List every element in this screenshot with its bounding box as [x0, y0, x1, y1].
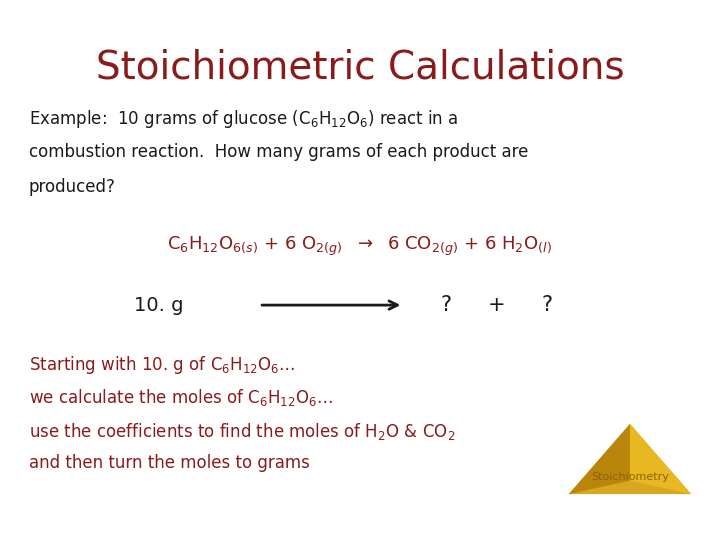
- Text: use the coefficients to find the moles of H$_2$O & CO$_2$: use the coefficients to find the moles o…: [29, 421, 455, 442]
- Text: we calculate the moles of C$_6$H$_{12}$O$_6$…: we calculate the moles of C$_6$H$_{12}$O…: [29, 387, 333, 408]
- Polygon shape: [630, 424, 691, 494]
- Text: ?: ?: [441, 295, 452, 315]
- Polygon shape: [569, 424, 630, 494]
- Text: Example:  10 grams of glucose (C$_6$H$_{12}$O$_6$) react in a: Example: 10 grams of glucose (C$_6$H$_{1…: [29, 108, 458, 130]
- Polygon shape: [569, 424, 691, 494]
- Text: combustion reaction.  How many grams of each product are: combustion reaction. How many grams of e…: [29, 143, 528, 161]
- Text: produced?: produced?: [29, 178, 116, 196]
- Text: +: +: [488, 295, 505, 315]
- Text: ?: ?: [541, 295, 553, 315]
- Text: and then turn the moles to grams: and then turn the moles to grams: [29, 454, 310, 472]
- Text: C$_6$H$_{12}$O$_{6(s)}$ + 6 O$_{2(g)}$  $\rightarrow$  6 CO$_{2(g)}$ + 6 H$_2$O$: C$_6$H$_{12}$O$_{6(s)}$ + 6 O$_{2(g)}$ $…: [168, 235, 552, 258]
- Text: 10. g: 10. g: [134, 295, 183, 315]
- Text: Stoichiometry: Stoichiometry: [591, 472, 669, 483]
- Text: Starting with 10. g of C$_6$H$_{12}$O$_6$…: Starting with 10. g of C$_6$H$_{12}$O$_6…: [29, 354, 295, 376]
- Text: Stoichiometric Calculations: Stoichiometric Calculations: [96, 49, 624, 86]
